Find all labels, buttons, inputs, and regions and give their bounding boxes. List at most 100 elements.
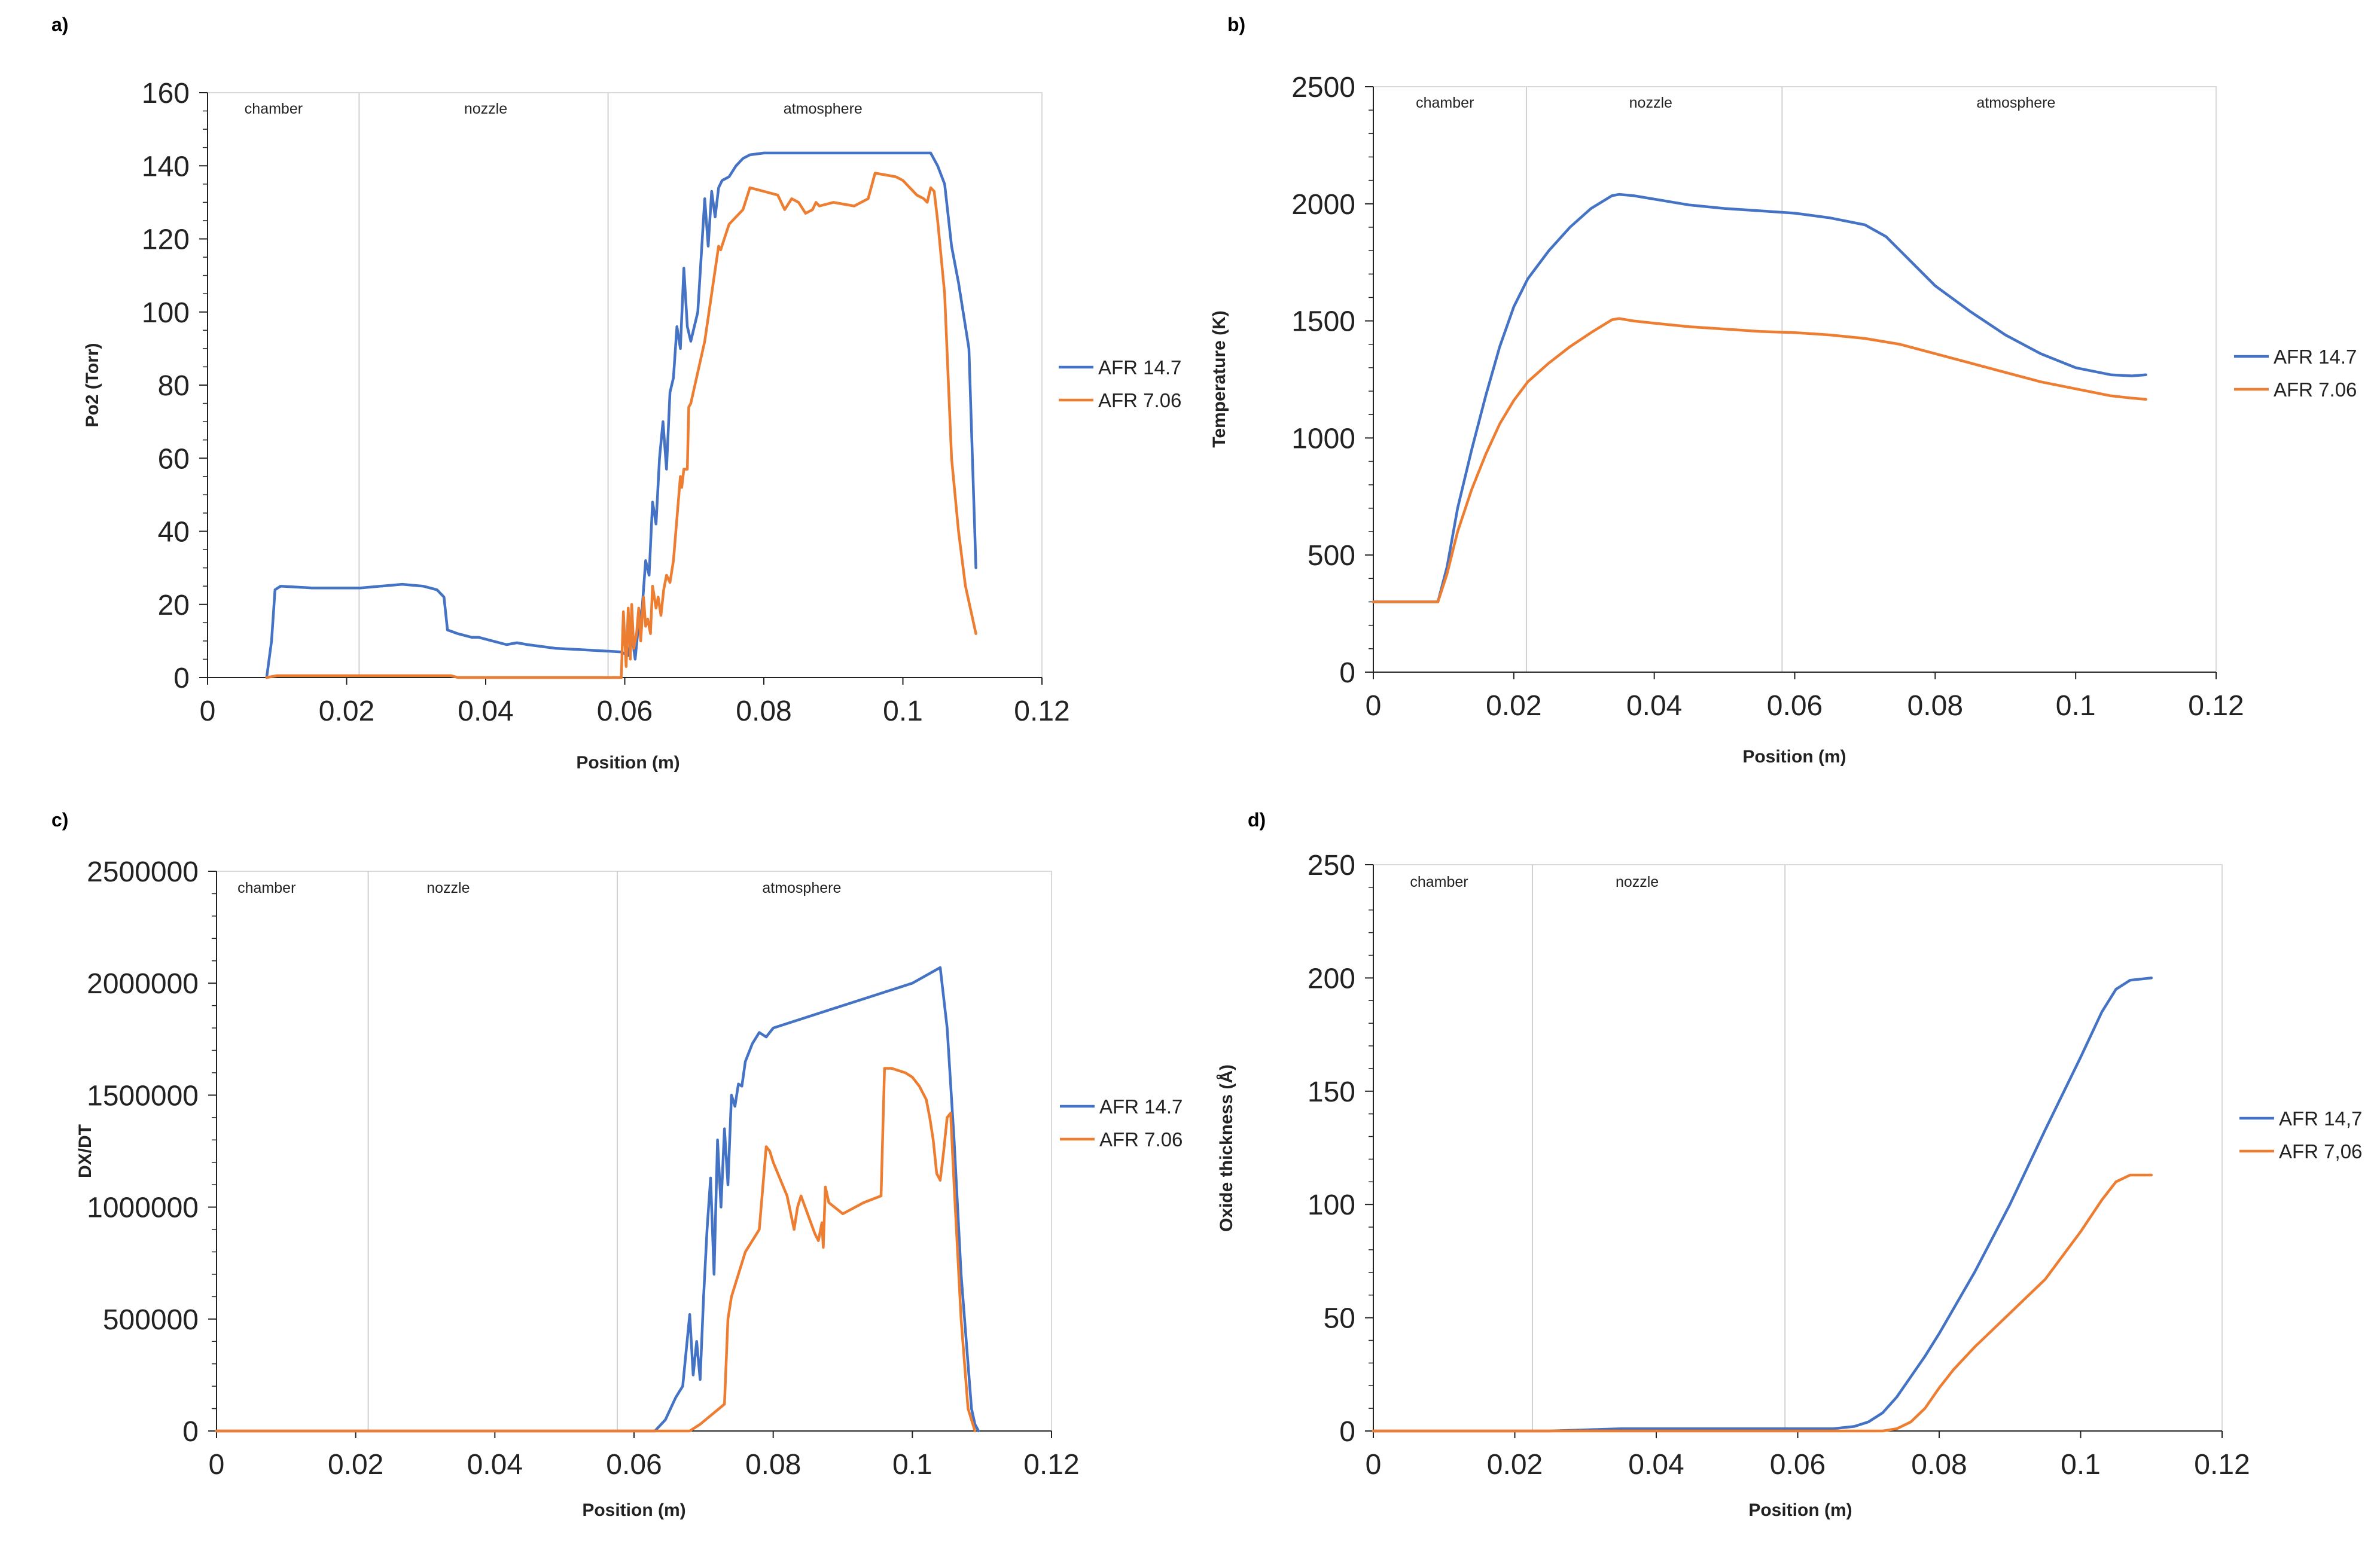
region-label-chamber: chamber [1410, 874, 1468, 890]
x-tick-label: 0.06 [597, 695, 653, 727]
y-tick-label: 40 [158, 517, 190, 548]
y-tick-label: 200 [1308, 963, 1355, 994]
x-tick-label: 0.12 [1014, 695, 1069, 727]
y-tick-label: 150 [1308, 1076, 1355, 1108]
x-tick-label: 0.06 [606, 1449, 662, 1481]
y-tick-label: 250 [1308, 850, 1355, 881]
y-tick-label: 1000 [1291, 423, 1355, 454]
series-line-afr-low [1372, 1173, 2153, 1433]
x-tick-label: 0 [1366, 1449, 1382, 1481]
y-tick-label: 0 [1339, 1416, 1355, 1448]
y-tick-label: 100 [142, 297, 190, 329]
x-tick-label: 0.04 [467, 1449, 523, 1481]
region-label-nozzle: nozzle [1629, 94, 1672, 111]
region-label-atmosphere: atmosphere [762, 880, 841, 896]
region-label-chamber: chamber [237, 880, 295, 896]
x-tick-label: 0.12 [1023, 1449, 1079, 1481]
region-label-chamber: chamber [245, 100, 303, 117]
y-tick-label: 2500 [1291, 72, 1355, 103]
x-tick-label: 0.04 [1628, 1449, 1684, 1481]
x-tick-label: 0.02 [319, 695, 374, 727]
x-tick-label: 0.08 [1907, 690, 1963, 722]
y-tick-label: 1000000 [87, 1192, 199, 1224]
series-line-afr-low [265, 172, 977, 679]
y-tick-label: 100 [1308, 1189, 1355, 1221]
series-line-afr-low [1372, 317, 2147, 603]
x-tick-label: 0 [1366, 690, 1382, 722]
series-line-afr-high [1372, 193, 2147, 603]
x-tick-label: 0.12 [2194, 1449, 2250, 1481]
x-axis-title: Position (m) [576, 753, 679, 773]
plot-area-frame [207, 92, 1043, 678]
x-tick-label: 0.1 [2061, 1449, 2101, 1481]
y-axis-title: Temperature (K) [1209, 310, 1229, 447]
y-tick-label: 1500000 [87, 1080, 199, 1112]
legend-label: AFR 14.7 [1099, 1096, 1183, 1118]
legend-label: AFR 7.06 [2274, 379, 2357, 401]
region-label-nozzle: nozzle [1616, 874, 1659, 890]
series-line-afr-high [265, 151, 977, 679]
region-label-atmosphere: atmosphere [1976, 94, 2055, 111]
plot-area-frame [216, 871, 1052, 1432]
legend-label: AFR 14,7 [2279, 1107, 2362, 1130]
y-tick-label: 140 [142, 151, 190, 182]
y-tick-label: 60 [158, 443, 190, 475]
x-tick-label: 0.02 [1487, 1449, 1543, 1481]
plot-area-frame [1373, 86, 2217, 673]
y-tick-label: 80 [158, 370, 190, 402]
series-line-afr-high [215, 966, 980, 1433]
y-tick-label: 1500 [1291, 306, 1355, 338]
chart-panel-a: a) chamber nozzle atmosphere 0 20 40 60 80 100 120… [51, 14, 1181, 773]
chart-panel-c: c) chamber nozzle atmosphere 0 500000 1000000 1… [51, 809, 1183, 1520]
y-axis-title: DX/DT [75, 1124, 95, 1178]
y-tick-label: 0 [182, 1416, 199, 1448]
chart-panel-d: d) chamber nozzle 0 50 100 150 200 250 0 0.02 0.04 0… [1217, 809, 2362, 1520]
region-label-nozzle: nozzle [464, 100, 507, 117]
y-axis-title: Po2 (Torr) [83, 343, 102, 427]
region-label-nozzle: nozzle [426, 880, 470, 896]
y-tick-label: 20 [158, 590, 190, 621]
plot-area-frame [1373, 864, 2223, 1432]
x-axis-title: Position (m) [1742, 747, 1846, 767]
y-axis-title: Oxide thickness (Å) [1217, 1064, 1236, 1232]
y-tick-label: 0 [1339, 657, 1355, 689]
x-axis-title: Position (m) [1748, 1500, 1852, 1520]
x-tick-label: 0.06 [1767, 690, 1823, 722]
x-axis-title: Position (m) [582, 1500, 685, 1520]
x-tick-label: 0.02 [328, 1449, 383, 1481]
legend-label: AFR 7,06 [2279, 1140, 2362, 1162]
x-tick-label: 0.1 [892, 1449, 933, 1481]
legend-label: AFR 14.7 [2274, 346, 2357, 368]
panel-label: d) [1248, 809, 1266, 831]
x-tick-label: 0.1 [883, 695, 923, 727]
x-tick-label: 0.02 [1486, 690, 1541, 722]
region-label-chamber: chamber [1416, 94, 1474, 111]
y-tick-label: 2000 [1291, 189, 1355, 221]
y-tick-label: 2500000 [87, 856, 199, 888]
x-tick-label: 0.06 [1770, 1449, 1826, 1481]
y-tick-label: 120 [142, 224, 190, 256]
region-label-atmosphere: atmosphere [784, 100, 863, 117]
y-tick-label: 500000 [103, 1304, 199, 1336]
y-tick-label: 160 [142, 78, 190, 109]
x-tick-label: 0.08 [745, 1449, 801, 1481]
y-tick-label: 500 [1308, 540, 1355, 572]
x-tick-label: 0 [200, 695, 216, 727]
y-tick-label: 0 [173, 663, 190, 694]
legend-label: AFR 14.7 [1098, 356, 1181, 379]
panel-label: c) [51, 809, 68, 831]
x-tick-label: 0.1 [2056, 690, 2096, 722]
series-line-afr-high [1372, 977, 2153, 1433]
x-tick-label: 0.12 [2188, 690, 2244, 722]
legend-label: AFR 7.06 [1099, 1128, 1183, 1151]
y-tick-label: 2000000 [87, 968, 199, 1000]
x-tick-label: 0.04 [1626, 690, 1682, 722]
chart-panel-b: b) chamber nozzle atmosphere 0 500 1000 1500 200… [1209, 14, 2357, 767]
panel-label: b) [1227, 14, 1245, 35]
panel-label: a) [51, 14, 68, 35]
x-tick-label: 0.08 [736, 695, 791, 727]
y-tick-label: 50 [1324, 1303, 1355, 1335]
x-tick-label: 0 [209, 1449, 225, 1481]
series-line-afr-low [215, 1067, 977, 1433]
